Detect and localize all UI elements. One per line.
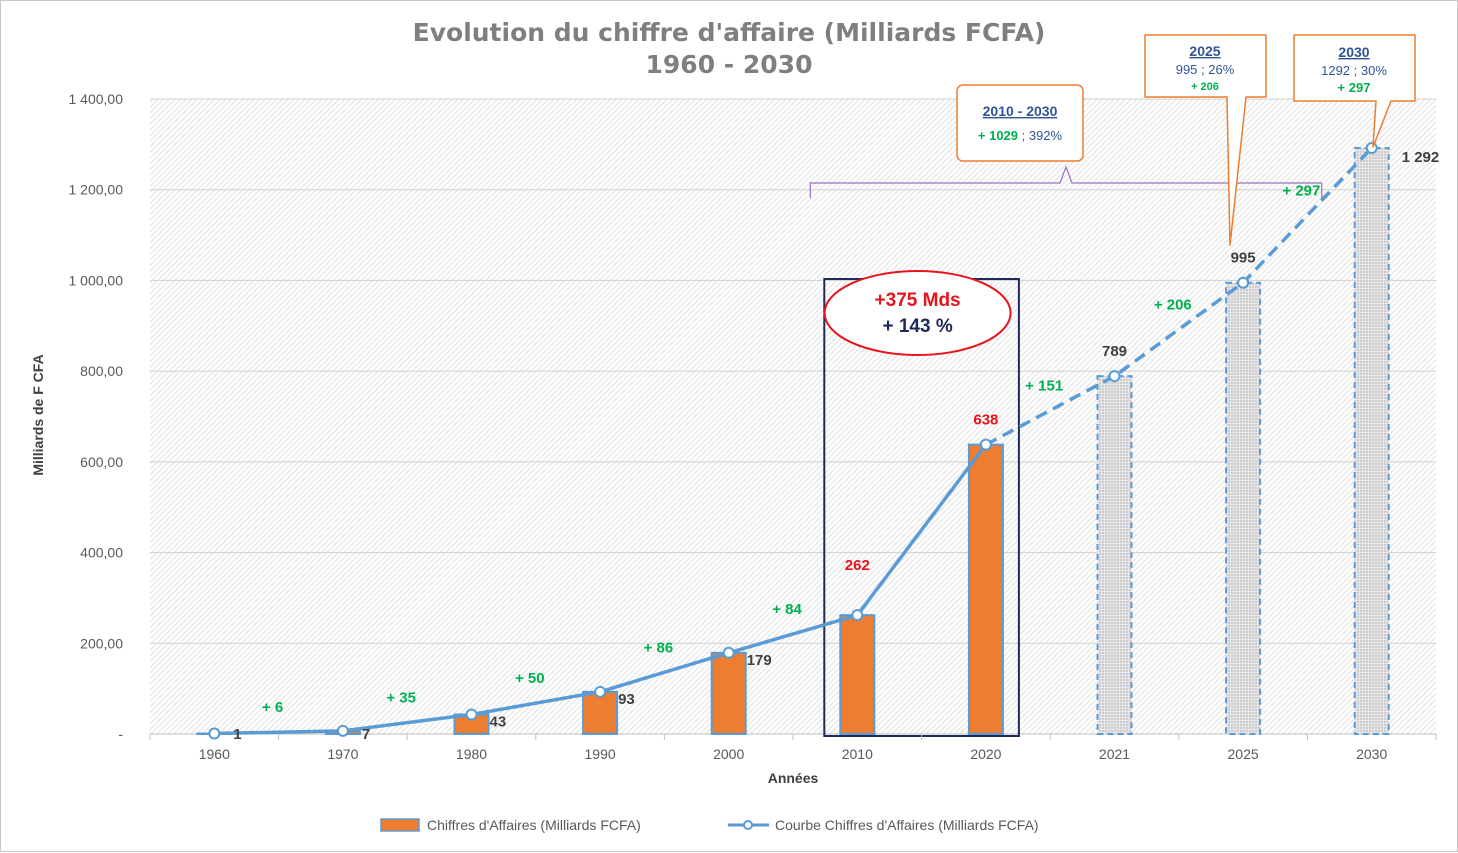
data-label: 93 — [618, 691, 635, 708]
line-point — [595, 687, 605, 697]
chart-title: Evolution du chiffre d'affaire (Milliard… — [413, 18, 1046, 47]
data-label: 7 — [362, 726, 370, 743]
data-label: 638 — [973, 412, 998, 429]
y-tick-label: 200,00 — [80, 635, 123, 651]
data-label: 1 292 — [1402, 149, 1440, 166]
data-label: 995 — [1231, 250, 1256, 267]
data-label: 43 — [490, 713, 507, 730]
y-axis-label: Milliards de F CFA — [30, 354, 46, 475]
callout-box-range — [957, 85, 1083, 161]
x-axis-ticks: 1960 1970 1980 1990 2000 2010 2020 2021 2025 2030 — [150, 734, 1436, 762]
x-tick-label: 1990 — [585, 746, 616, 762]
chart-subtitle: 1960 - 2030 — [646, 50, 813, 79]
bar-projected — [1098, 376, 1132, 734]
callout-range-percent: ; 392% — [1018, 128, 1063, 143]
y-tick-label: 800,00 — [80, 363, 123, 379]
y-tick-label: 1 400,00 — [69, 91, 124, 107]
callout-2030-body: 1292 ; 30% — [1321, 63, 1387, 78]
x-tick-label: 2000 — [713, 746, 744, 762]
y-tick-label: 1 200,00 — [69, 182, 124, 198]
callout-2030-increment: + 297 — [1338, 80, 1371, 95]
x-tick-label: 1960 — [199, 746, 230, 762]
line-point — [981, 440, 991, 450]
data-label: 1 — [233, 726, 241, 743]
y-axis-ticks: - 200,00 400,00 600,00 800,00 1 000,00 1 200,0… — [69, 91, 124, 742]
y-tick-label: 600,00 — [80, 454, 123, 470]
data-label: 179 — [747, 652, 772, 669]
legend: Chiffres d'Affaires (Milliards FCFA) Cour… — [381, 817, 1039, 833]
line-point — [467, 709, 477, 719]
line-point — [852, 610, 862, 620]
legend-label-line: Courbe Chiffres d'Affaires (Milliards FC… — [775, 817, 1039, 833]
line-point — [209, 729, 219, 739]
callout-range-increment: + 1029 — [978, 128, 1018, 143]
bar-projected — [1355, 148, 1389, 734]
x-tick-label: 2025 — [1228, 746, 1259, 762]
y-tick-label: 400,00 — [80, 545, 123, 561]
x-axis-label: Années — [768, 770, 819, 786]
callout-2025-increment: + 206 — [1191, 81, 1219, 93]
line-point — [1367, 143, 1377, 153]
y-tick-label: - — [118, 726, 123, 742]
line-point — [1238, 278, 1248, 288]
highlight-oval-line2: + 143 % — [882, 316, 952, 337]
increment-label: + 35 — [386, 690, 416, 707]
callout-2025-body: 995 ; 26% — [1176, 62, 1235, 77]
callout-2030-title: 2030 — [1338, 44, 1369, 60]
line-point — [338, 726, 348, 736]
bar — [712, 653, 746, 734]
y-tick-label: 1 000,00 — [69, 272, 124, 288]
legend-swatch-bars — [381, 819, 419, 831]
x-tick-label: 2021 — [1099, 746, 1130, 762]
line-point — [1110, 371, 1120, 381]
bar — [969, 445, 1003, 734]
highlight-oval — [825, 271, 1011, 355]
bar — [583, 692, 617, 734]
increment-label: + 84 — [772, 601, 802, 618]
highlight-oval-line1: +375 Mds — [875, 290, 961, 311]
line-point — [724, 648, 734, 658]
increment-label: + 86 — [644, 639, 674, 656]
bar — [840, 615, 874, 734]
increment-label: + 50 — [515, 670, 545, 687]
increment-label: + 6 — [262, 699, 283, 716]
increment-label: + 297 — [1282, 182, 1320, 199]
increment-label: + 151 — [1025, 377, 1063, 394]
x-tick-label: 2020 — [970, 746, 1001, 762]
data-label: 262 — [845, 557, 870, 574]
legend-swatch-marker — [744, 821, 752, 829]
x-tick-label: 1970 — [327, 746, 358, 762]
bar-projected — [1226, 283, 1260, 734]
legend-label-bars: Chiffres d'Affaires (Milliards FCFA) — [427, 817, 641, 833]
callout-2025-title: 2025 — [1189, 43, 1220, 59]
callout-range-body: + 1029 ; 392% — [978, 128, 1063, 143]
x-tick-label: 2010 — [842, 746, 873, 762]
x-tick-label: 1980 — [456, 746, 487, 762]
callout-range-title: 2010 - 2030 — [983, 103, 1058, 119]
increment-label: + 206 — [1154, 296, 1192, 313]
data-label: 789 — [1102, 343, 1127, 360]
x-tick-label: 2030 — [1356, 746, 1387, 762]
